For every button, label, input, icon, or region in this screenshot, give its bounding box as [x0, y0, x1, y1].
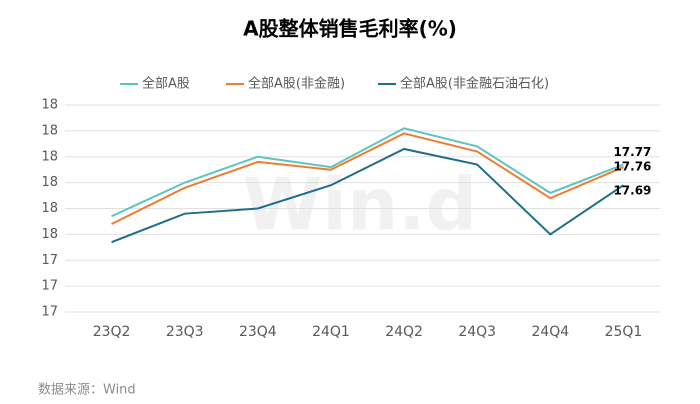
series-line — [111, 132, 624, 225]
y-tick-label: 18 — [41, 149, 58, 164]
x-tick-label: 24Q1 — [312, 324, 350, 340]
legend-label: 全部A股(非金融) — [248, 76, 345, 92]
data-label: 17.69 — [613, 184, 651, 198]
legend-label: 全部A股(非金融石油石化) — [400, 76, 549, 92]
y-tick-label: 18 — [41, 98, 58, 113]
source: 数据来源：Wind — [38, 383, 136, 398]
x-tick-label: 24Q4 — [531, 324, 569, 340]
x-tick-label: 23Q2 — [93, 324, 131, 340]
data-label: 17.77 — [613, 145, 651, 159]
y-tick-label: 17 — [41, 305, 58, 320]
y-tick-label: 17 — [41, 253, 58, 268]
y-tick-label: 17 — [41, 279, 58, 294]
watermark: Win.d — [243, 163, 477, 247]
y-tick-label: 18 — [41, 123, 58, 138]
legend-label: 全部A股 — [142, 76, 190, 92]
series-line — [111, 127, 624, 218]
x-tick-label: 24Q2 — [385, 324, 423, 340]
x-tick-label: 25Q1 — [605, 324, 643, 340]
y-tick-label: 18 — [41, 175, 58, 190]
x-tick-label: 23Q4 — [239, 324, 277, 340]
y-tick-label: 18 — [41, 201, 58, 216]
y-tick-label: 18 — [41, 227, 58, 242]
chart-title: A股整体销售毛利率(%) — [243, 17, 457, 41]
data-label: 17.76 — [613, 160, 651, 174]
x-tick-label: 23Q3 — [166, 324, 204, 340]
x-tick-label: 24Q3 — [458, 324, 496, 340]
series-line — [111, 147, 624, 244]
